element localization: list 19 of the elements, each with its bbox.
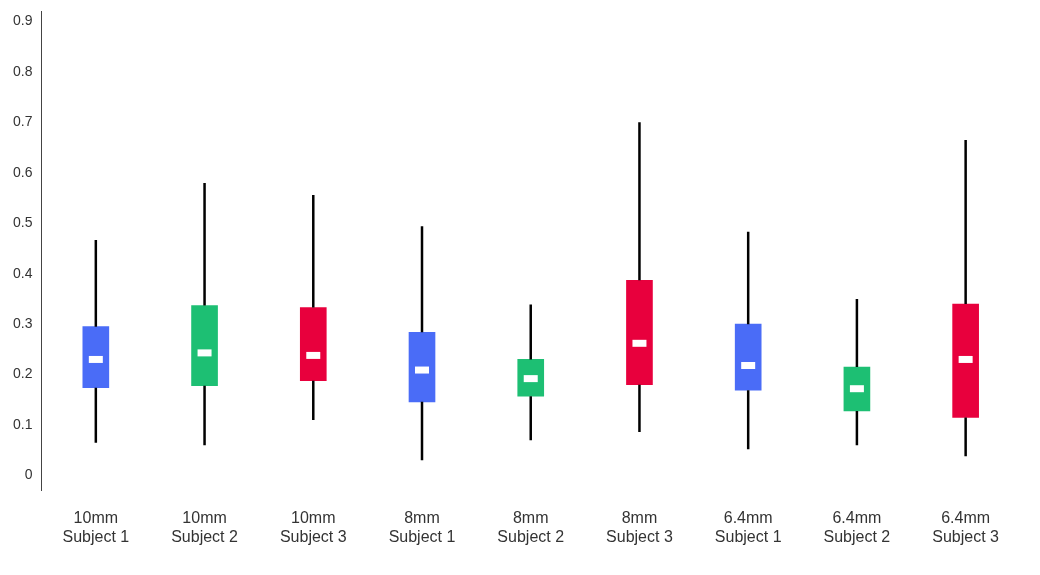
x-tick-label: 6.4mm Subject 2 bbox=[823, 508, 891, 545]
y-tick-label: 0 bbox=[24, 466, 33, 483]
x-tick-label: 8mm Subject 2 bbox=[497, 508, 565, 545]
y-tick-label: 0.9 bbox=[12, 12, 33, 29]
x-tick-label: 8mm Subject 1 bbox=[388, 508, 456, 545]
y-tick-label: 0.6 bbox=[12, 163, 33, 180]
y-tick-label: 0.2 bbox=[12, 365, 33, 382]
x-tick-label: 8mm Subject 3 bbox=[606, 508, 673, 545]
x-tick-label: 10mm Subject 3 bbox=[279, 508, 347, 545]
y-tick-label: 0.8 bbox=[12, 62, 33, 79]
y-tick-label: 0.5 bbox=[12, 214, 33, 231]
x-tick-label: 6.4mm Subject 1 bbox=[714, 508, 782, 545]
y-tick-label: 0.1 bbox=[12, 415, 33, 432]
x-tick-label: 10mm Subject 1 bbox=[62, 508, 130, 545]
x-tick-label: 10mm Subject 2 bbox=[171, 508, 238, 545]
y-tick-label: 0.4 bbox=[12, 264, 33, 281]
y-tick-label: 0.7 bbox=[12, 113, 33, 130]
x-tick-label: 6.4mm Subject 3 bbox=[932, 508, 1000, 545]
y-tick-label: 0.3 bbox=[12, 315, 33, 331]
